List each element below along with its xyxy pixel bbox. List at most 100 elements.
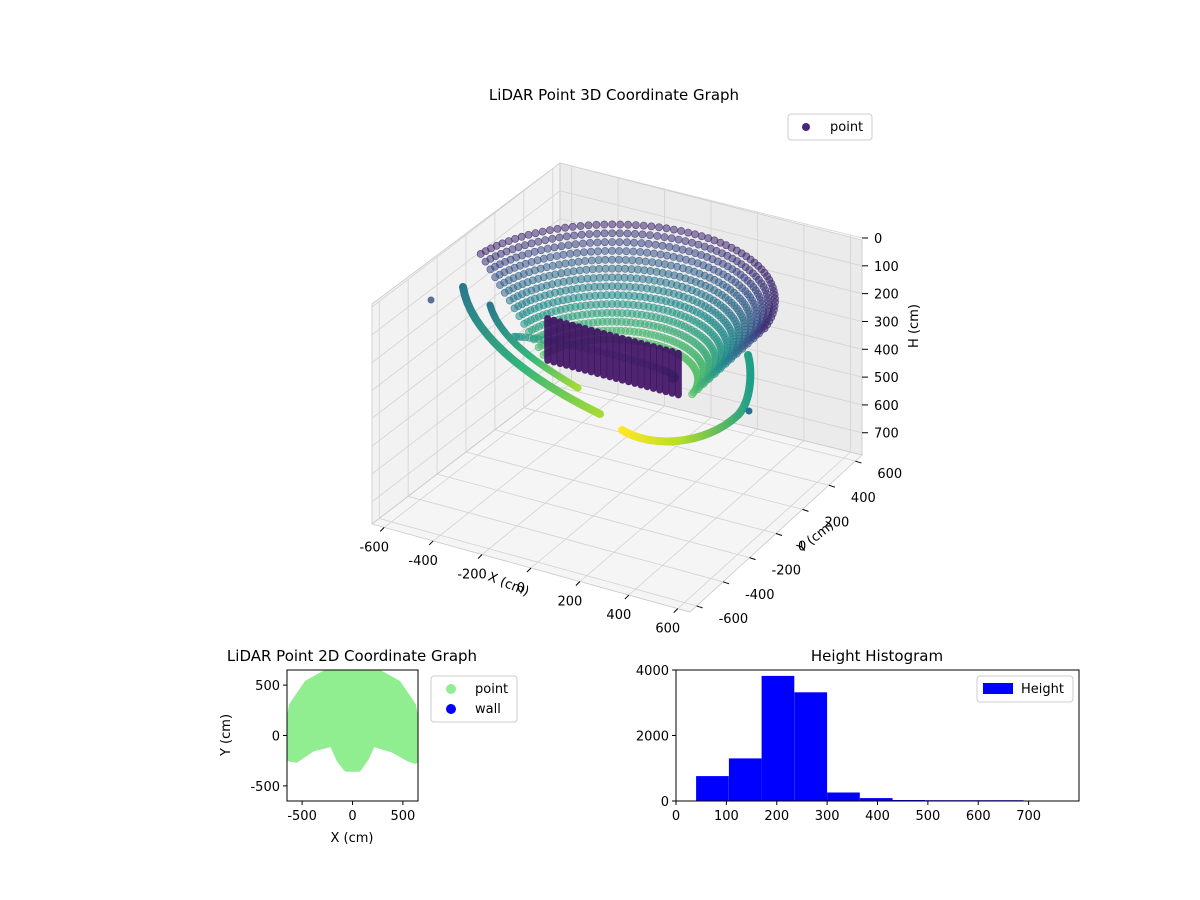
x-tick-label: 400 xyxy=(606,608,631,623)
data-point xyxy=(632,221,640,229)
y-tick-label: 400 xyxy=(851,491,876,506)
data-point xyxy=(654,259,663,268)
data-point xyxy=(580,248,588,257)
data-point xyxy=(634,265,642,274)
data-point xyxy=(688,390,697,399)
data-point xyxy=(600,220,609,229)
arc-left-inner xyxy=(486,301,582,392)
data-point xyxy=(486,265,495,274)
data-point xyxy=(537,246,545,255)
data-point xyxy=(593,229,601,238)
legend-marker-wall xyxy=(446,704,456,714)
data-point xyxy=(738,344,747,353)
y-tick-label: -500 xyxy=(250,780,280,795)
data-point xyxy=(614,264,623,273)
data-point xyxy=(481,257,490,266)
y-tick-label: -200 xyxy=(772,564,802,579)
z-tick-label: 700 xyxy=(874,427,899,442)
data-point xyxy=(574,257,583,266)
data-point xyxy=(678,245,687,254)
y-tick-label: 2000 xyxy=(636,730,669,745)
data-point xyxy=(600,229,609,238)
data-point xyxy=(582,265,591,274)
data-point xyxy=(651,240,660,249)
data-point xyxy=(581,257,589,265)
data-point xyxy=(476,249,485,258)
data-point xyxy=(641,257,650,266)
point-cloud xyxy=(476,220,779,399)
data-point xyxy=(570,231,579,240)
data-point xyxy=(531,229,540,238)
histogram-bars xyxy=(696,675,1024,801)
z-tick-label: 100 xyxy=(874,260,899,275)
data-point xyxy=(568,222,577,231)
data-point xyxy=(647,222,656,231)
data-point xyxy=(600,238,609,247)
data-point xyxy=(505,296,514,305)
data-point xyxy=(573,249,581,257)
data-point xyxy=(624,220,632,229)
x-tick-label: -400 xyxy=(408,554,438,569)
data-point xyxy=(588,265,597,274)
y-tick-label: 0 xyxy=(272,730,280,745)
legend-marker-point xyxy=(802,123,810,131)
plot-histogram: Height Histogram 0 100 200 300 400 500 600 7000… xyxy=(636,647,1080,824)
data-point xyxy=(644,239,653,248)
y-tick-label: 600 xyxy=(877,467,902,482)
data-point xyxy=(705,375,713,383)
data-point xyxy=(628,256,637,265)
data-point xyxy=(630,238,638,247)
arc-right xyxy=(618,351,755,446)
x-tick-label: 400 xyxy=(865,809,890,824)
data-point xyxy=(662,224,671,233)
data-point xyxy=(552,252,561,260)
x-tick-label: 100 xyxy=(714,809,739,824)
data-point xyxy=(658,241,667,250)
y-tick-label: -600 xyxy=(719,612,749,627)
data-point xyxy=(534,237,543,246)
z-tick-label: 200 xyxy=(874,288,899,303)
x-axis-label-2d: X (cm) xyxy=(331,831,374,846)
data-point xyxy=(520,319,529,328)
histogram-bar xyxy=(794,692,828,801)
data-point xyxy=(608,246,616,255)
data-point xyxy=(527,239,536,248)
x-tick-label: 300 xyxy=(815,809,840,824)
data-point xyxy=(721,359,730,368)
z-tick-label: 300 xyxy=(874,315,899,330)
data-point xyxy=(524,230,533,239)
point-region-2d xyxy=(287,670,418,772)
data-point xyxy=(561,223,569,232)
data-point xyxy=(681,237,690,245)
x-tick-label: -500 xyxy=(287,809,317,824)
legend-marker-point xyxy=(446,684,456,694)
data-point xyxy=(546,253,555,262)
data-point xyxy=(555,233,564,242)
data-point xyxy=(608,229,617,238)
data-point xyxy=(684,228,693,237)
data-point xyxy=(631,229,639,238)
data-point xyxy=(749,334,758,343)
ticks-2d: -500 0 500 -500 0 500 xyxy=(250,679,415,824)
data-point xyxy=(553,224,562,233)
data-point xyxy=(727,354,735,363)
data-point xyxy=(627,265,636,274)
x-tick-label: 600 xyxy=(655,622,680,637)
data-point xyxy=(576,222,585,230)
data-point xyxy=(517,232,526,241)
legend-label-height: Height xyxy=(1021,682,1064,697)
data-point xyxy=(550,243,559,252)
x-axis-label-3d: X (cm) xyxy=(486,570,531,600)
z-axis-label-3d: H (cm) xyxy=(907,304,922,348)
data-point xyxy=(584,221,593,230)
data-point xyxy=(760,324,769,333)
z-tick-label: 400 xyxy=(874,343,899,358)
arc-left-outer xyxy=(459,283,604,418)
histogram-bar xyxy=(827,792,860,801)
data-point xyxy=(608,264,616,273)
data-point xyxy=(562,232,571,241)
data-point xyxy=(653,232,662,240)
x-tick-label: 500 xyxy=(390,809,415,824)
data-point xyxy=(621,264,629,273)
